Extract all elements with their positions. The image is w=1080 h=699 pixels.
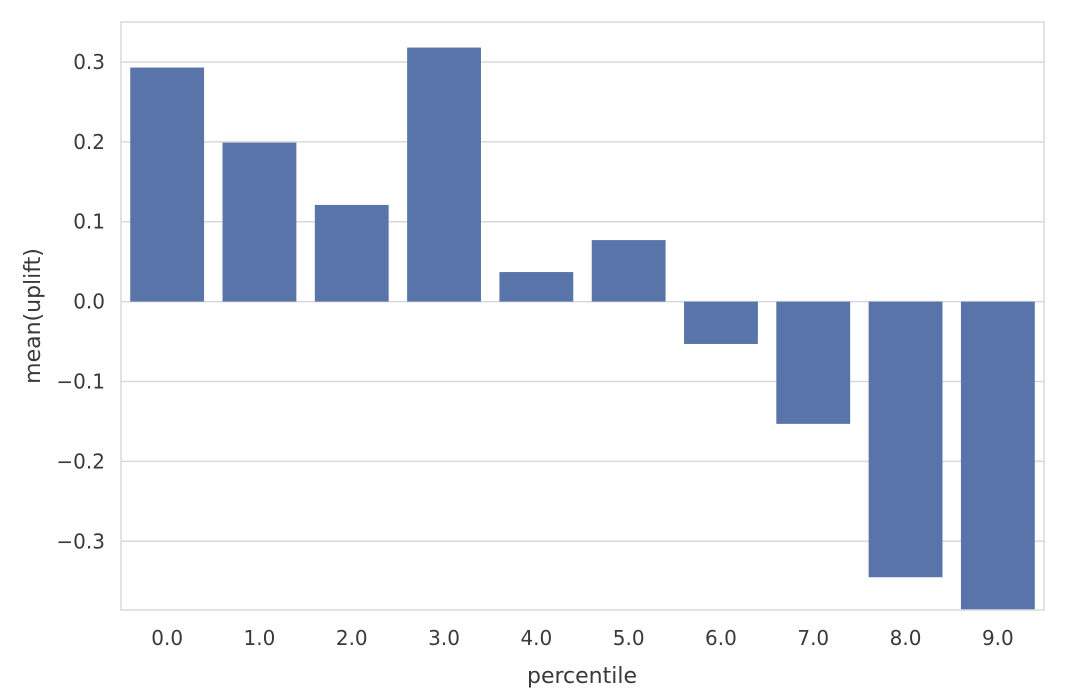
x-tick-label: 0.0 [151, 626, 183, 650]
x-tick-label: 5.0 [613, 626, 645, 650]
x-tick-label: 8.0 [890, 626, 922, 650]
y-tick-label: −0.3 [56, 529, 105, 553]
bars [130, 47, 1035, 610]
x-axis-label: percentile [527, 664, 637, 689]
y-tick-label: 0.3 [73, 50, 105, 74]
x-tick-label: 9.0 [982, 626, 1014, 650]
bar-6-0 [684, 301, 758, 344]
bar-9-0 [960, 301, 1035, 610]
plot-frame [120, 21, 1045, 611]
y-tick-label: −0.1 [56, 370, 105, 394]
y-tick-labels: 0.3 0.2 0.1 0.0 −0.1 −0.2 −0.3 [56, 50, 105, 553]
bar-2-0 [314, 204, 389, 302]
x-tick-label: 6.0 [705, 626, 737, 650]
bar-5-0 [591, 240, 666, 302]
y-axis-label: mean(uplift) [21, 248, 46, 384]
bar-1-0 [222, 142, 297, 302]
bar-0-0 [130, 67, 205, 302]
x-tick-label: 7.0 [797, 626, 829, 650]
bar-8-0 [868, 301, 943, 578]
x-tick-labels: 0.0 1.0 2.0 3.0 4.0 5.0 6.0 7.0 8.0 9.0 [151, 626, 1014, 650]
y-tick-label: 0.1 [73, 210, 105, 234]
y-tick-label: 0.2 [73, 130, 105, 154]
bar-7-0 [776, 301, 851, 424]
x-tick-label: 1.0 [244, 626, 276, 650]
x-tick-label: 3.0 [428, 626, 460, 650]
x-tick-label: 2.0 [336, 626, 368, 650]
y-tick-label: 0.0 [73, 290, 105, 314]
bar-3-0 [407, 47, 481, 302]
bar-4-0 [499, 272, 574, 302]
x-tick-label: 4.0 [520, 626, 552, 650]
y-tick-label: −0.2 [56, 449, 105, 473]
